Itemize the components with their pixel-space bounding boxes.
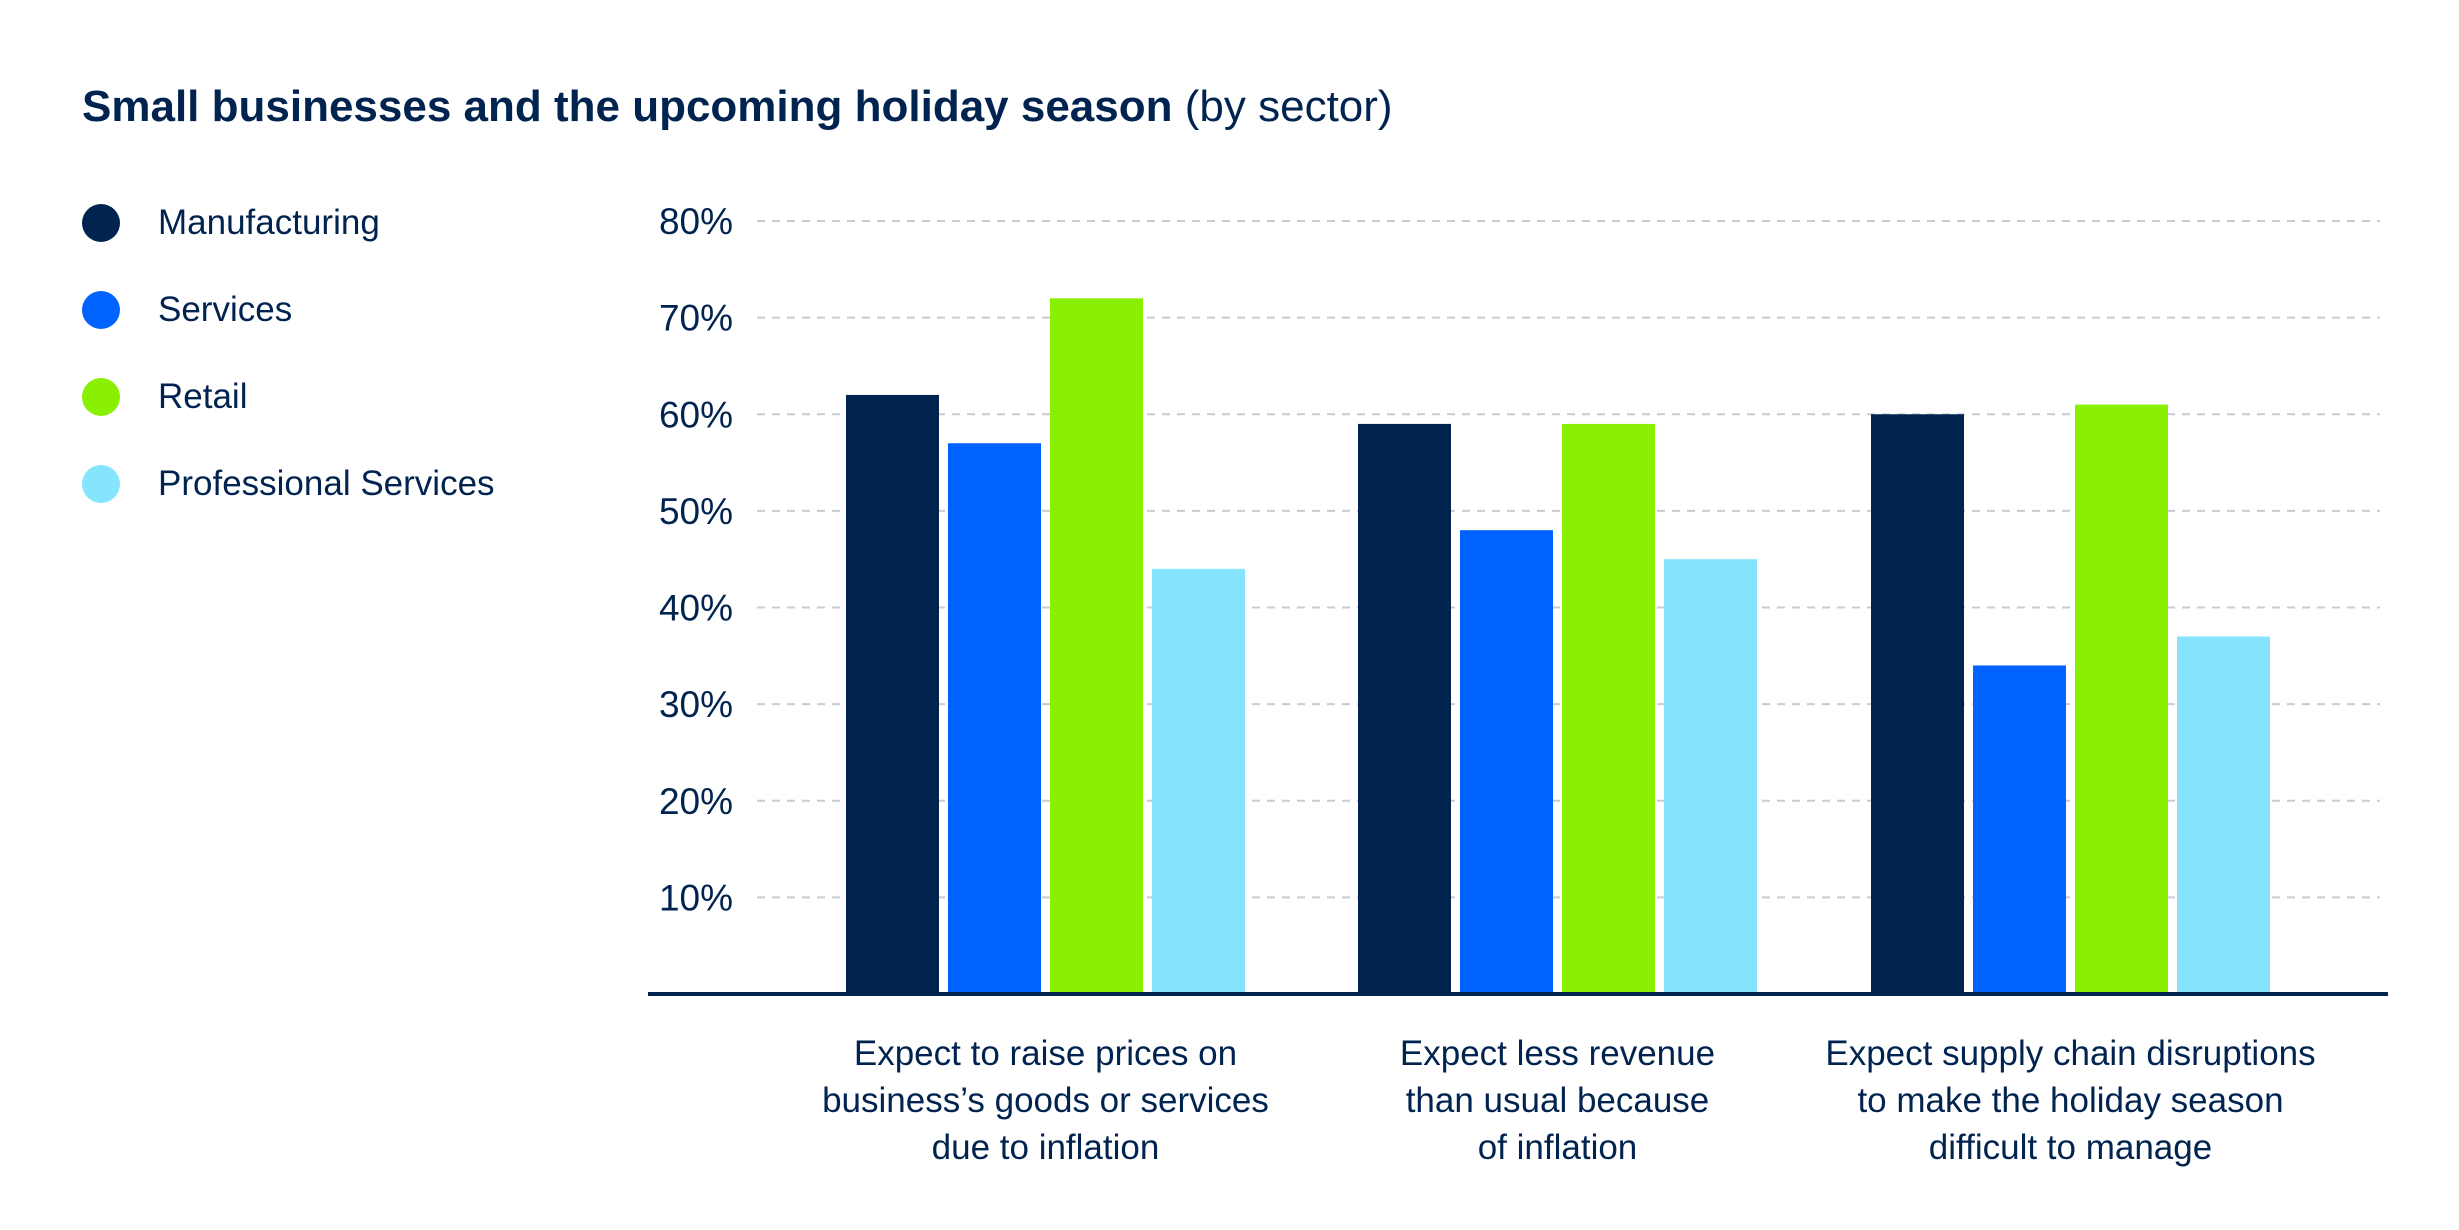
legend-swatch — [82, 378, 120, 416]
legend-label: Services — [158, 290, 293, 329]
legend-item: Professional Services — [82, 464, 495, 504]
y-tick-label: 60% — [659, 394, 733, 435]
x-category-label-line: difficult to manage — [1928, 1128, 2213, 1167]
title-main: Small businesses and the upcoming holida… — [82, 82, 1173, 131]
bar-manufacturing — [846, 394, 939, 994]
y-tick-label: 40% — [659, 588, 733, 629]
legend-label: Professional Services — [158, 464, 495, 503]
bar-retail — [2075, 404, 2168, 994]
bar-retail — [1050, 298, 1143, 994]
bar-services — [1460, 530, 1553, 994]
chart-title: Small businesses and the upcoming holida… — [82, 82, 1393, 132]
legend-label: Manufacturing — [158, 203, 380, 242]
legend-swatch — [82, 291, 120, 329]
x-category-label-line: to make the holiday season — [1857, 1081, 2284, 1120]
x-category-label-line: than usual because — [1405, 1081, 1710, 1120]
bar-professional-services — [1152, 568, 1245, 994]
y-tick-label: 50% — [659, 491, 733, 532]
x-category-label-line: Expect less revenue — [1399, 1034, 1716, 1073]
bar-services — [948, 443, 1041, 994]
bar-services — [1973, 665, 2066, 994]
x-category-label-line: of inflation — [1477, 1128, 1638, 1167]
bar-professional-services — [2177, 636, 2270, 994]
legend-item: Services — [82, 290, 292, 330]
y-tick-label: 20% — [659, 781, 733, 822]
legend-swatch — [82, 465, 120, 503]
title-subtitle: (by sector) — [1184, 82, 1393, 131]
legend-label: Retail — [158, 377, 248, 416]
x-category-label-line: Expect to raise prices on — [853, 1034, 1238, 1073]
y-tick-label: 80% — [659, 201, 733, 242]
y-tick-label: 70% — [659, 298, 733, 339]
x-category-label-line: due to inflation — [931, 1128, 1160, 1167]
legend-item: Manufacturing — [82, 203, 380, 243]
x-category-label-line: Expect supply chain disruptions — [1825, 1034, 2316, 1073]
x-category-label-line: business’s goods or services — [822, 1081, 1269, 1120]
bar-retail — [1562, 423, 1655, 995]
bar-manufacturing — [1871, 414, 1964, 994]
x-category-label: Expect to raise prices on business’s good… — [786, 1030, 1306, 1171]
legend-swatch — [82, 204, 120, 242]
bar-professional-services — [1664, 559, 1757, 994]
x-category-label: Expect supply chain disruptions to make t… — [1811, 1030, 2331, 1171]
y-tick-label: 10% — [659, 877, 733, 918]
legend-item: Retail — [82, 377, 247, 417]
bar-manufacturing — [1358, 423, 1451, 995]
x-category-label: Expect less revenue than usual because of … — [1298, 1030, 1818, 1171]
y-tick-label: 30% — [659, 684, 733, 725]
